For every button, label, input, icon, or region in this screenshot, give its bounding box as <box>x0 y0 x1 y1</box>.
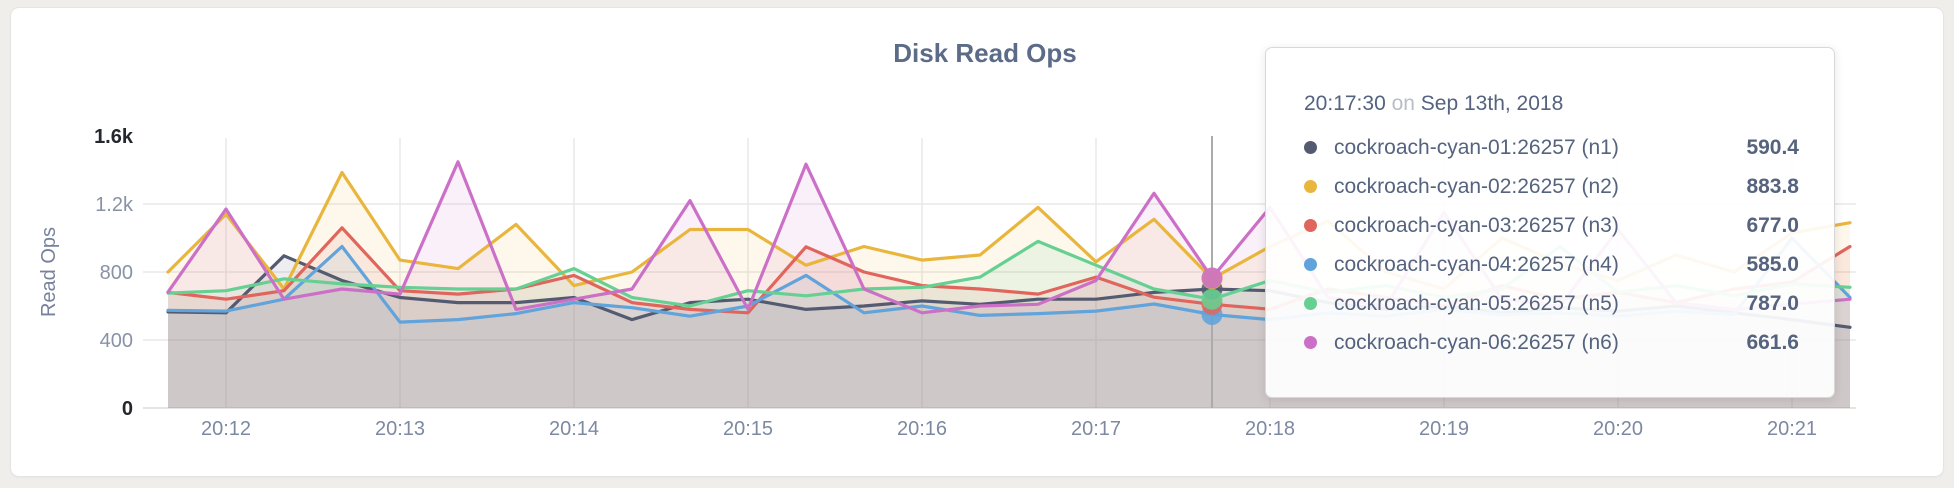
tooltip-time: 20:17:30 <box>1304 92 1386 115</box>
hover-dot-n5 <box>1201 288 1223 310</box>
series-dot-icon <box>1304 219 1317 232</box>
x-tick-label: 20:13 <box>375 418 425 440</box>
hover-dots <box>1201 267 1223 325</box>
y-tick-label: 0 <box>122 398 133 420</box>
series-dot-icon <box>1304 297 1317 310</box>
series-value: 883.8 <box>1746 174 1799 198</box>
x-tick-labels: 20:12 20:13 20:14 20:15 20:16 20:17 20:18 20:19… <box>201 418 1817 440</box>
series-value: 590.4 <box>1746 135 1799 159</box>
x-tick-label: 20:19 <box>1419 418 1469 440</box>
x-tick-label: 20:21 <box>1767 418 1817 440</box>
series-value: 585.0 <box>1746 252 1799 276</box>
series-label: cockroach-cyan-05:26257 (n5) <box>1334 291 1619 315</box>
tooltip-row-n5: cockroach-cyan-05:26257 (n5) 787.0 <box>1304 284 1799 323</box>
tooltip-row-n4: cockroach-cyan-04:26257 (n4) 585.0 <box>1304 245 1799 284</box>
x-tick-label: 20:12 <box>201 418 251 440</box>
x-tick-label: 20:14 <box>549 418 599 440</box>
hover-dot-n6 <box>1201 267 1223 289</box>
y-tick-label: 1.6k <box>94 126 134 148</box>
tooltip-date: Sep 13th, 2018 <box>1420 92 1564 115</box>
series-dot-icon <box>1304 180 1317 193</box>
tooltip-timestamp: 20:17:30 on Sep 13th, 2018 <box>1304 92 1799 116</box>
chart-tooltip: 20:17:30 on Sep 13th, 2018 cockroach-cya… <box>1265 47 1835 398</box>
series-dot-icon <box>1304 336 1317 349</box>
series-label: cockroach-cyan-06:26257 (n6) <box>1334 330 1619 354</box>
series-value: 661.6 <box>1746 330 1799 354</box>
tooltip-row-n3: cockroach-cyan-03:26257 (n3) 677.0 <box>1304 206 1799 245</box>
x-tick-label: 20:20 <box>1593 418 1643 440</box>
tooltip-row-n2: cockroach-cyan-02:26257 (n2) 883.8 <box>1304 167 1799 206</box>
tooltip-row-n1: cockroach-cyan-01:26257 (n1) 590.4 <box>1304 128 1799 167</box>
x-tick-label: 20:16 <box>897 418 947 440</box>
series-label: cockroach-cyan-03:26257 (n3) <box>1334 213 1619 237</box>
tooltip-legend: cockroach-cyan-01:26257 (n1) 590.4 cockr… <box>1304 128 1799 362</box>
y-tick-label: 1.2k <box>95 194 134 216</box>
tooltip-conjunction: on <box>1391 92 1415 115</box>
series-label: cockroach-cyan-01:26257 (n1) <box>1334 135 1619 159</box>
x-tick-label: 20:17 <box>1071 418 1121 440</box>
series-value: 677.0 <box>1746 213 1799 237</box>
tooltip-row-n6: cockroach-cyan-06:26257 (n6) 661.6 <box>1304 323 1799 362</box>
series-dot-icon <box>1304 258 1317 271</box>
y-tick-label: 400 <box>100 330 133 352</box>
series-value: 787.0 <box>1746 291 1799 315</box>
y-tick-labels: 0 400 800 1.2k 1.6k <box>94 126 134 420</box>
series-label: cockroach-cyan-04:26257 (n4) <box>1334 252 1619 276</box>
y-tick-label: 800 <box>100 262 133 284</box>
chart-title: Disk Read Ops <box>893 38 1077 68</box>
series-dot-icon <box>1304 141 1317 154</box>
series-label: cockroach-cyan-02:26257 (n2) <box>1334 174 1619 198</box>
x-tick-label: 20:15 <box>723 418 773 440</box>
x-tick-label: 20:18 <box>1245 418 1295 440</box>
